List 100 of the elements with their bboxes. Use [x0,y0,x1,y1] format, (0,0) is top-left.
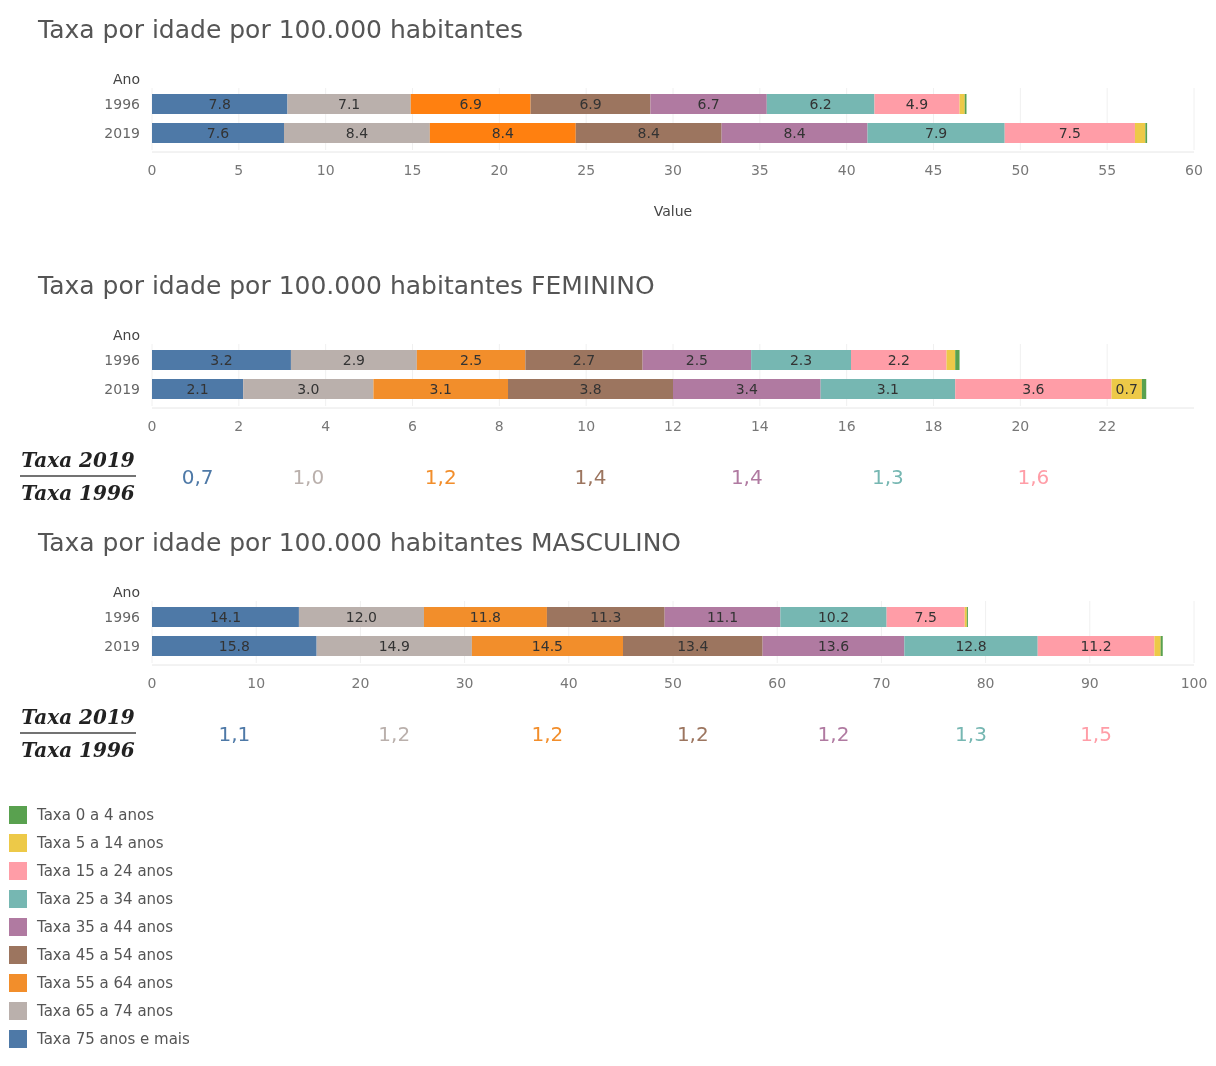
bar [316,636,472,656]
bar [410,94,531,114]
data-label: 3.1 [876,381,900,397]
data-label: 14.1 [209,609,242,625]
data-label: 6.9 [459,96,482,112]
y-axis-title: Ano [112,584,140,600]
text: 1,2 [378,722,411,746]
bar [471,636,623,656]
x-tick-label: 30 [455,675,474,691]
bar [508,379,673,399]
bar [642,350,752,370]
bar [575,123,722,143]
data-label: 11.1 [706,609,739,625]
data-label: 11.3 [590,609,622,625]
text: 1,4 [730,465,763,489]
data-label: 3.0 [297,381,320,397]
legend-label: Taxa 25 a 34 anos [36,890,174,908]
data-label: 7.5 [1058,125,1081,141]
legend-label: Taxa 15 a 24 anos [36,862,174,880]
legend-label: Taxa 55 a 64 anos [36,974,174,992]
y-tick-label: 1996 [104,609,141,625]
bar [904,636,1038,656]
bar [530,94,651,114]
text: Taxa 1996 [21,738,135,762]
data-label: 7.5 [914,609,937,625]
bar [955,350,960,370]
x-tick-label: 8 [494,418,504,434]
data-label: 8.4 [637,125,660,141]
x-tick-label: 35 [750,162,769,178]
data-label: 6.9 [579,96,602,112]
x-tick-label: 0 [147,675,157,691]
bar [283,123,430,143]
bar [152,636,317,656]
data-label: 12.8 [955,638,987,654]
bar [152,350,291,370]
data-label: 2.1 [186,381,209,397]
bar [298,607,424,627]
data-label: 14.9 [378,638,410,654]
x-tick-label: 12 [664,418,682,434]
data-label: 2.5 [685,352,709,368]
bar [373,379,509,399]
bar [959,94,965,114]
chart-title: Taxa por idade por 100.000 habitantes FEMININO [37,271,655,300]
bar [290,350,417,370]
data-label: 3.8 [579,381,602,397]
x-tick-label: 22 [1098,418,1117,434]
data-label: 8.4 [783,125,806,141]
x-tick-label: 0 [147,162,157,178]
data-label: 2.7 [572,352,596,368]
data-label: 8.4 [345,125,369,141]
data-label: 8.4 [491,125,515,141]
x-tick-label: 2 [234,418,244,434]
bar [650,94,767,114]
data-label: 0.7 [1115,381,1138,397]
legend-label: Taxa 75 anos e mais [36,1030,190,1048]
data-label: 11.2 [1080,638,1112,654]
bar [546,607,665,627]
bar [766,94,875,114]
x-tick-label: 45 [924,162,943,178]
x-tick-label: 5 [234,162,244,178]
data-label: 15.8 [218,638,250,654]
bar [152,607,299,627]
text: 0,7 [181,465,214,489]
x-tick-label: 10 [316,162,335,178]
text: Taxa 1996 [21,481,135,505]
bar [525,350,643,370]
data-label: 2.5 [459,352,483,368]
text: 1,2 [531,722,564,746]
text: 1,0 [292,465,325,489]
x-tick-label: 40 [837,162,856,178]
x-tick-label: 6 [408,418,418,434]
bar [429,123,576,143]
data-label: 2.2 [887,352,910,368]
x-tick-label: 40 [559,675,578,691]
data-label: 3.6 [1022,381,1045,397]
data-label: 11.8 [469,609,502,625]
data-label: 13.6 [817,638,850,654]
text: 1,2 [424,465,457,489]
bar [820,379,956,399]
x-tick-label: 20 [351,675,370,691]
x-tick-label: 10 [577,418,596,434]
bar [1037,636,1155,656]
data-label: 7.6 [206,125,230,141]
bar [416,350,526,370]
x-tick-label: 80 [976,675,995,691]
data-label: 3.1 [429,381,452,397]
bar [152,379,244,399]
bar [1154,636,1161,656]
data-label: 13.4 [677,638,709,654]
bar [622,636,763,656]
chart-title: Taxa por idade por 100.000 habitantes MASCULINO [37,528,682,557]
bar [851,350,947,370]
x-axis-title: Value [653,203,693,219]
text: 1,4 [574,465,607,489]
x-tick-label: 4 [321,418,331,434]
bar [955,379,1112,399]
x-tick-label: 50 [1011,162,1030,178]
x-tick-label: 15 [403,162,422,178]
bar [243,379,374,399]
x-tick-label: 20 [490,162,509,178]
